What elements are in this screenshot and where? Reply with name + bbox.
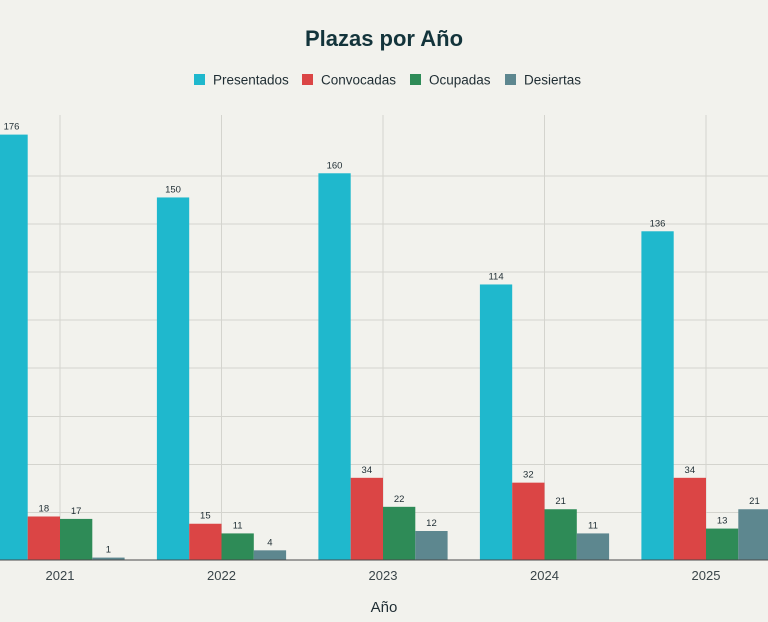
bar-ocupadas-2022[interactable] [221,533,254,560]
x-tick-label: 2025 [692,568,721,583]
x-axis-ticks: 2021 2022 2023 2024 2025 [46,568,721,583]
data-label: 160 [327,160,343,171]
legend-label: Presentados [213,73,289,88]
bar-ocupadas-2025[interactable] [706,528,739,560]
bar-desiertas-2023[interactable] [415,530,448,560]
bar-convocadas-2022[interactable] [189,523,222,560]
data-label: 4 [267,537,272,548]
data-label: 17 [71,506,82,517]
legend-item-ocupadas[interactable]: Ocupadas [410,73,491,88]
bars [0,134,768,560]
data-label: 11 [233,520,243,531]
data-label: 176 [4,122,20,133]
chart-title: Plazas por Año [305,26,463,51]
legend-swatch [410,74,421,85]
bar-convocadas-2023[interactable] [350,477,383,560]
bar-presentados-2025[interactable] [641,231,674,560]
data-label: 22 [394,494,405,505]
data-label: 18 [39,503,50,514]
legend-item-desiertas[interactable]: Desiertas [505,73,581,88]
bar-desiertas-2024[interactable] [576,533,610,560]
x-tick-label: 2021 [46,568,75,583]
data-label: 1 [106,545,111,556]
data-label: 15 [200,511,211,522]
data-label: 136 [650,218,666,229]
bar-desiertas-2022[interactable] [253,550,287,560]
bar-convocadas-2021[interactable] [27,516,60,560]
bar-ocupadas-2023[interactable] [383,506,416,560]
bar-presentados-2022[interactable] [156,197,190,560]
data-label: 32 [523,470,534,481]
data-label: 21 [555,496,566,507]
bar-ocupadas-2021[interactable] [60,518,93,560]
legend-swatch [505,74,516,85]
x-tick-label: 2024 [530,568,559,583]
bar-convocadas-2025[interactable] [673,477,706,560]
data-label: 34 [362,465,373,476]
data-label: 34 [685,465,696,476]
legend-swatch [194,74,205,85]
legend: Presentados Convocadas Ocupadas Desiertas [194,73,581,88]
data-label: 11 [588,520,598,531]
legend-item-presentados[interactable]: Presentados [194,73,289,88]
bar-presentados-2024[interactable] [479,284,513,560]
legend-item-convocadas[interactable]: Convocadas [302,73,396,88]
bar-desiertas-2025[interactable] [738,509,768,560]
data-label: 114 [488,271,503,282]
x-tick-label: 2022 [207,568,236,583]
bar-ocupadas-2024[interactable] [544,509,577,560]
bar-convocadas-2024[interactable] [512,482,545,560]
data-label: 150 [165,184,181,195]
bar-presentados-2021[interactable] [0,134,28,560]
bar-presentados-2023[interactable] [318,173,351,560]
legend-label: Ocupadas [429,73,491,88]
x-tick-label: 2023 [369,568,398,583]
legend-label: Convocadas [321,73,396,88]
data-label: 13 [717,516,728,527]
x-axis-title: Año [371,599,398,616]
legend-label: Desiertas [524,73,581,88]
bar-desiertas-2021[interactable] [92,557,125,560]
legend-swatch [302,74,313,85]
data-label: 21 [749,496,760,507]
data-label: 12 [426,518,437,529]
